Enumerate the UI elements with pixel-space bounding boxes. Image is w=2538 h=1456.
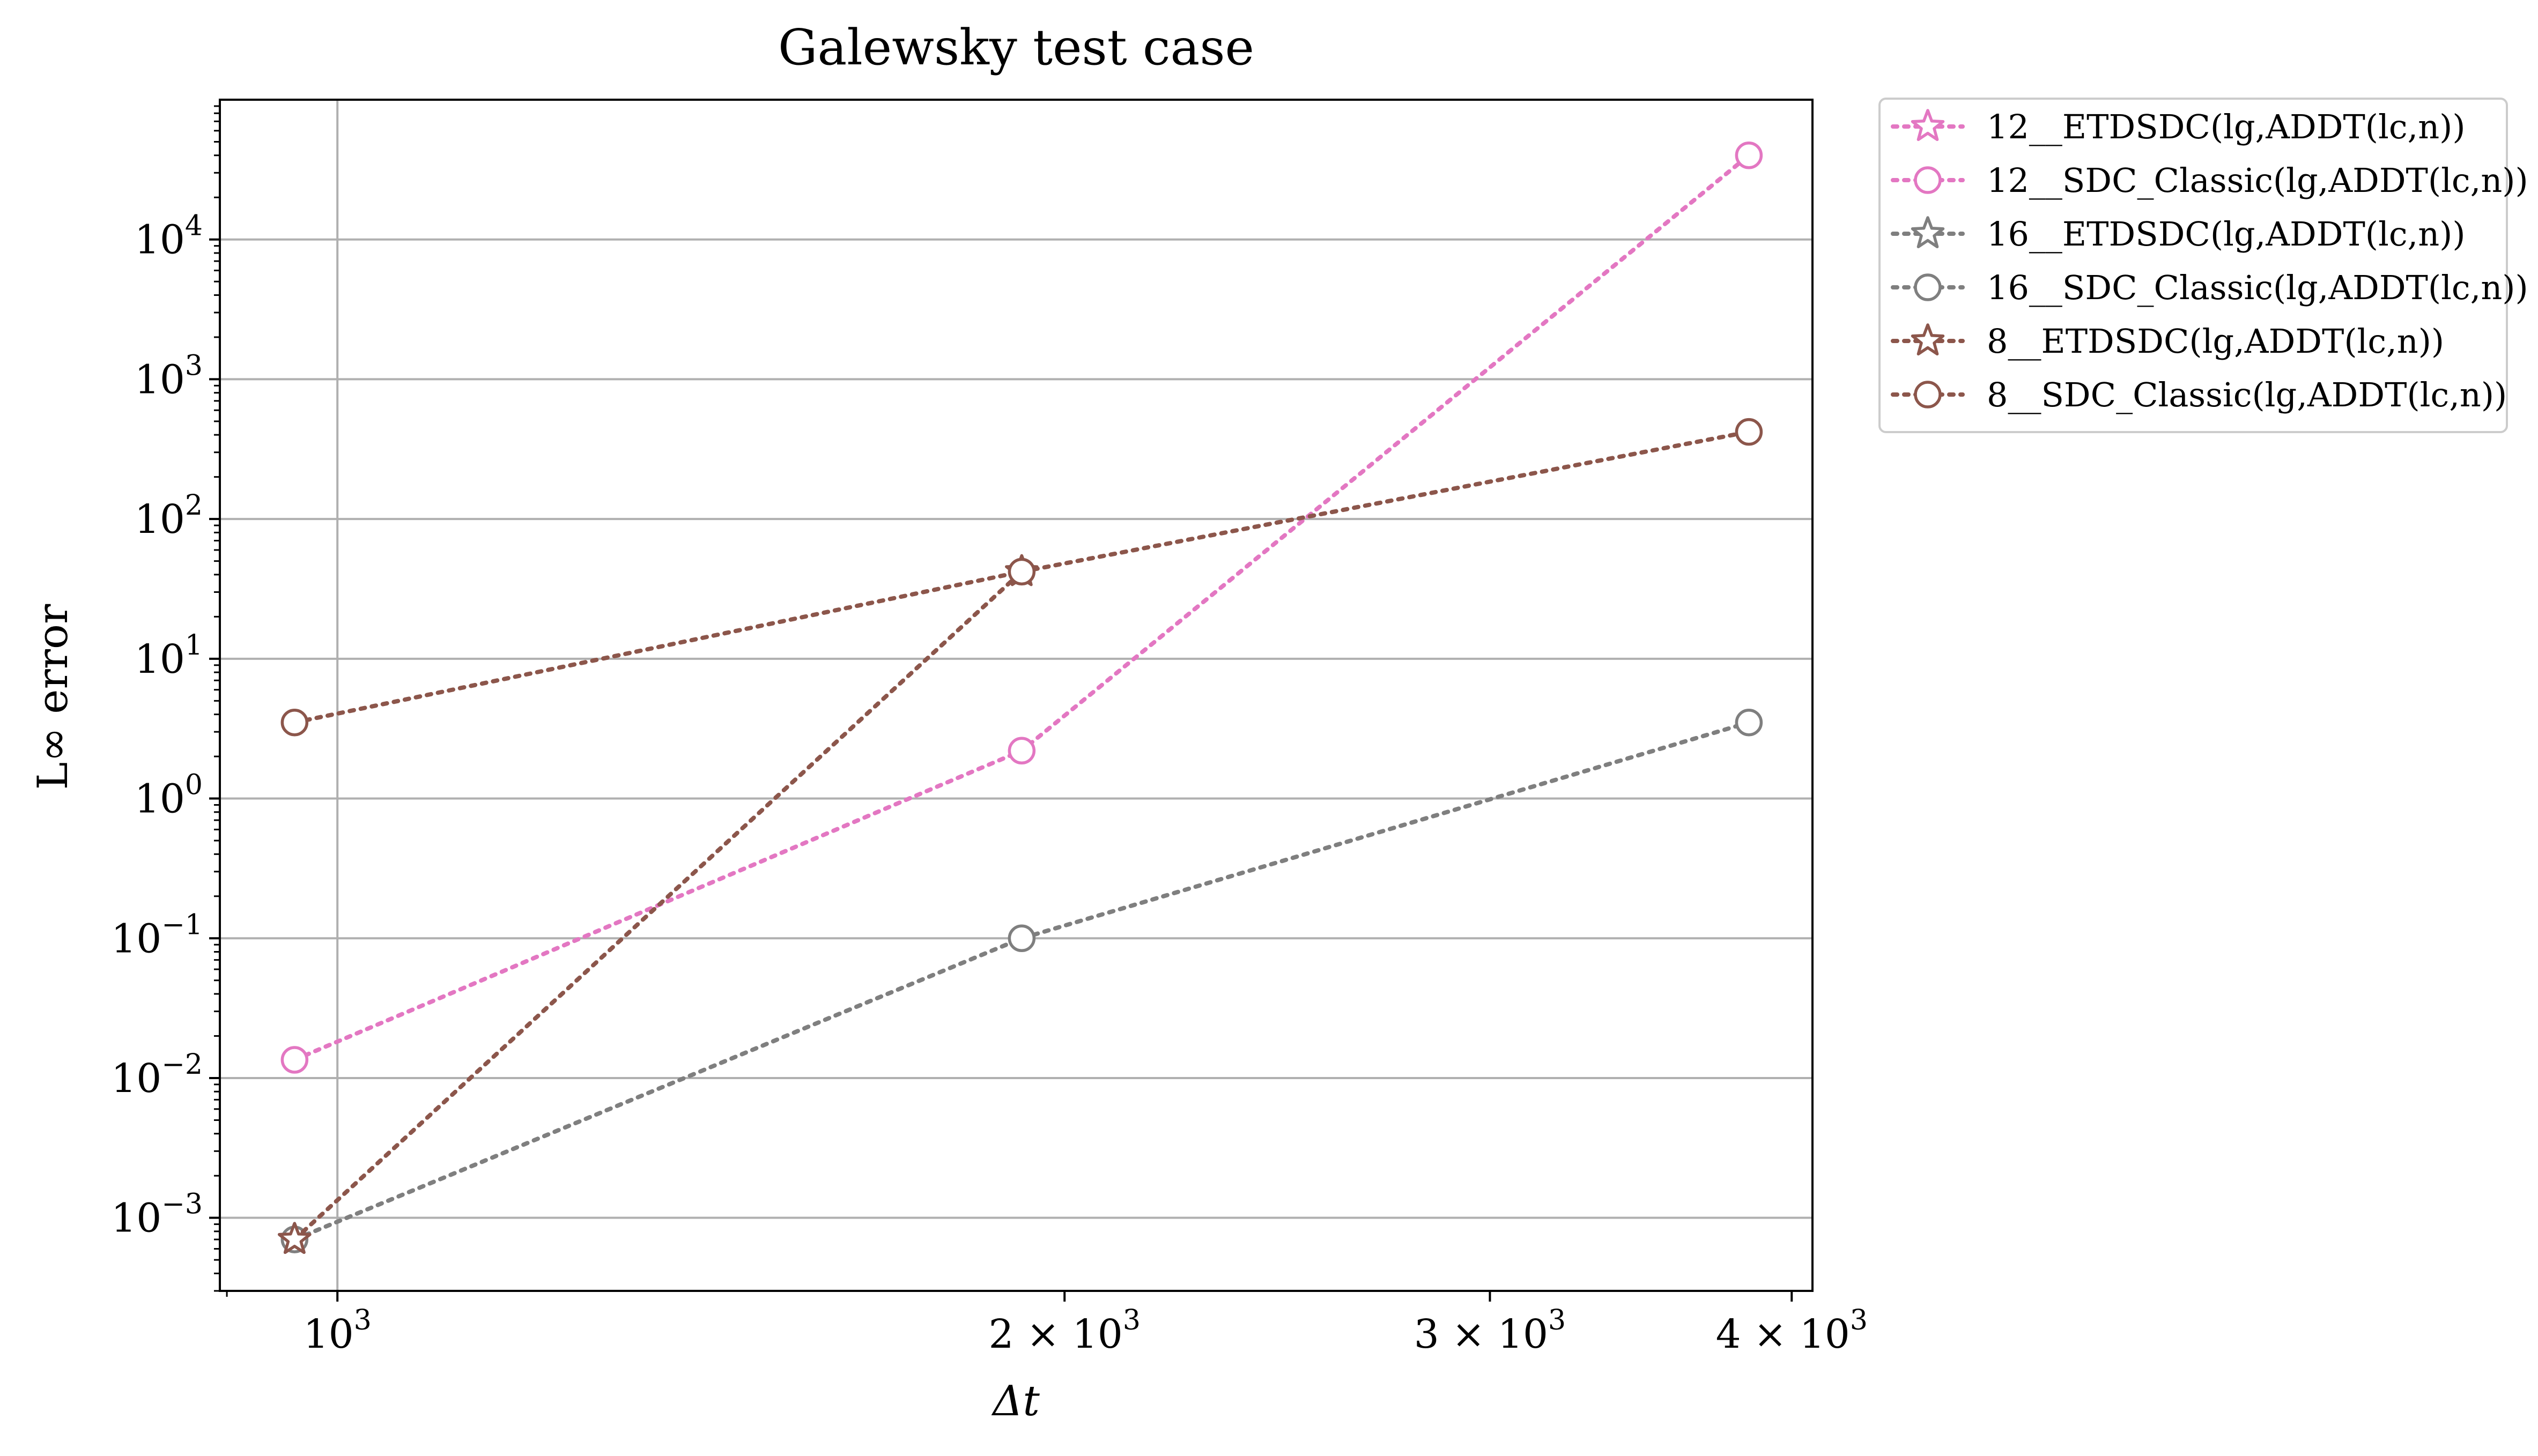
legend: 12__ETDSDC(lg,ADDT(lc,n)) 12__SDC_Classic… (1878, 98, 2528, 433)
y-axis-label: L∞ error (29, 604, 77, 790)
data-point-circle (1008, 924, 1036, 953)
y-tick-label-base: 10 (135, 496, 185, 543)
legend-marker-star (1911, 216, 1945, 249)
x-tick-label-exponent: 3 (1548, 1304, 1566, 1336)
y-tick-label-exponent: 4 (185, 210, 203, 242)
data-point-circle (1008, 737, 1036, 765)
legend-marker-circle (1914, 381, 1942, 408)
y-tick-label-exponent: 0 (185, 769, 203, 801)
y-tick-label: 101 (135, 629, 203, 682)
legend-label: 12__SDC_Classic(lg,ADDT(lc,n)) (1987, 161, 2528, 200)
series-layer (278, 141, 1763, 1254)
y-tick-label-base: 10 (135, 636, 185, 682)
y-tick-label-exponent: −1 (161, 909, 203, 941)
y-tick-label-base: 10 (135, 356, 185, 403)
x-tick-label: 4 × 103 (1716, 1304, 1868, 1357)
legend-marker-star (1911, 109, 1945, 142)
legend-marker-circle (1914, 166, 1942, 194)
x-tick-label-exponent: 3 (354, 1304, 372, 1336)
x-tick-label-base: 4 × 10 (1716, 1311, 1850, 1357)
legend-label: 12__ETDSDC(lg,ADDT(lc,n)) (1987, 107, 2466, 146)
legend-marker-star (1911, 323, 1945, 356)
y-tick-label-exponent: 1 (185, 629, 203, 662)
series-line-4 (292, 569, 1024, 1242)
data-point-circle (1735, 141, 1763, 169)
plot-frame (219, 99, 1814, 1292)
y-tick-label-base: 10 (111, 916, 161, 962)
x-tick-label-exponent: 3 (1850, 1304, 1868, 1336)
y-tick-label: 104 (135, 210, 203, 263)
legend-box (1878, 98, 2508, 433)
y-tick-label: 10−3 (111, 1188, 203, 1242)
x-tick-label-exponent: 3 (1123, 1304, 1141, 1336)
legend-label: 8__ETDSDC(lg,ADDT(lc,n)) (1987, 322, 2444, 361)
x-tick-label: 3 × 103 (1414, 1304, 1566, 1357)
y-tick-label-exponent: −3 (161, 1188, 203, 1221)
x-tick-label-base: 3 × 10 (1414, 1311, 1548, 1357)
data-point-star (278, 1222, 312, 1254)
data-point-circle (1008, 558, 1036, 586)
y-tick-label-exponent: 3 (185, 350, 203, 382)
y-tick-label-base: 10 (135, 776, 185, 822)
legend-label: 16__ETDSDC(lg,ADDT(lc,n)) (1987, 214, 2466, 254)
legend-label: 16__SDC_Classic(lg,ADDT(lc,n)) (1987, 268, 2528, 307)
y-tick-label-base: 10 (111, 1195, 161, 1242)
x-tick-label: 103 (304, 1304, 372, 1357)
y-tick-label-base: 10 (111, 1056, 161, 1102)
data-point-circle (1735, 708, 1763, 737)
y-tick-label: 103 (135, 350, 203, 403)
y-tick-label: 10−2 (111, 1049, 203, 1102)
y-tick-label-base: 10 (135, 217, 185, 263)
y-tick-label: 10−1 (111, 909, 203, 962)
x-tick-label-base: 2 × 10 (989, 1311, 1123, 1357)
x-tick-label-base: 10 (304, 1311, 354, 1357)
y-tick-label: 102 (135, 489, 203, 543)
y-tick-label-exponent: −2 (161, 1049, 203, 1081)
chart-title: Galewsky test case (778, 19, 1254, 76)
x-axis-label: Δt (991, 1377, 1040, 1425)
data-point-circle (280, 708, 309, 737)
legend-marker-circle (1914, 273, 1942, 301)
data-point-circle (280, 1046, 309, 1074)
x-tick-label: 2 × 103 (989, 1304, 1141, 1357)
y-tick-label-exponent: 2 (185, 489, 203, 522)
data-point-circle (1735, 418, 1763, 446)
legend-label: 8__SDC_Classic(lg,ADDT(lc,n)) (1987, 375, 2507, 414)
y-tick-label: 100 (135, 769, 203, 822)
